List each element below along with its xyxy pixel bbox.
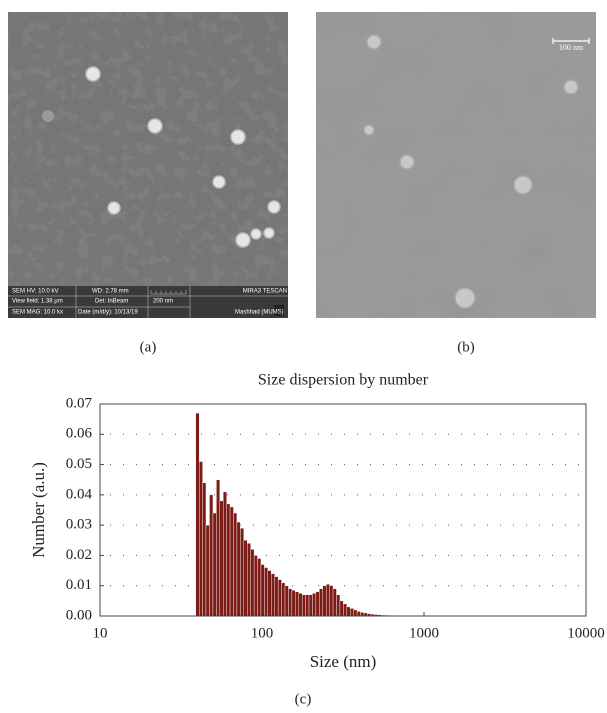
chart-title: Size dispersion by number <box>258 372 429 389</box>
bar <box>195 412 200 617</box>
bar <box>350 608 354 617</box>
tem-image-b <box>316 12 596 318</box>
bar <box>301 594 306 617</box>
bar <box>329 585 334 617</box>
bar <box>284 585 289 617</box>
sem-label: WD: 2.78 mm <box>92 289 129 295</box>
bar <box>229 506 234 617</box>
bar <box>205 524 210 617</box>
y-tick-label: 0.05 <box>66 456 92 472</box>
bar <box>271 573 275 617</box>
panel-label: (b) <box>457 339 475 355</box>
plot: 0.00 0.01 0.02 0.03 0.04 0.05 0.06 0.07 10 100 100… <box>66 395 605 641</box>
bar <box>209 494 214 617</box>
panel-label: (c) <box>295 691 312 707</box>
sem-label: Date (m/d/y): 10/13/19 <box>78 310 138 316</box>
sem-info: SEM HV: 10.0 kV WD: 2.78 mm MIRA3 TESCAN… <box>12 289 287 316</box>
bar <box>264 567 269 617</box>
bar <box>236 521 241 617</box>
x-axis-label: Size (nm) <box>310 652 377 671</box>
bar <box>288 588 293 617</box>
bar <box>240 527 244 617</box>
bar <box>281 582 286 617</box>
bar <box>295 591 299 617</box>
bar <box>212 512 217 617</box>
y-tick-label: 0.06 <box>66 426 93 442</box>
sem-label: View field: 1.38 μm <box>12 299 63 305</box>
bar <box>202 482 207 617</box>
bar <box>346 606 351 617</box>
bar <box>216 479 221 617</box>
y-tick-label: 0.02 <box>66 547 92 563</box>
plot-frame <box>99 403 587 617</box>
bar <box>243 540 248 617</box>
bar <box>233 512 238 617</box>
bar <box>319 588 323 617</box>
bar <box>360 612 365 617</box>
bar <box>336 594 341 617</box>
bar <box>332 588 337 617</box>
bar <box>274 576 279 617</box>
bar <box>250 549 255 617</box>
sem-label: SEM HV: 10.0 kV <box>12 289 58 295</box>
sem-label: SEM MAG: 10.0 kx <box>12 310 63 316</box>
y-tick-label: 0.04 <box>66 486 93 502</box>
bar <box>356 611 361 617</box>
bar <box>222 491 227 617</box>
bar <box>260 564 265 617</box>
bar <box>226 503 231 617</box>
bar <box>339 600 344 617</box>
y-tick-label: 0.00 <box>66 607 92 623</box>
y-tick-label: 0.07 <box>66 395 93 411</box>
bar <box>343 603 347 617</box>
sem-label: MIRA3 TESCAN <box>243 289 287 295</box>
bar <box>308 594 313 617</box>
y-axis-label: Number (a.u.) <box>29 462 48 558</box>
x-tick-label: 10 <box>93 625 108 641</box>
bar <box>312 593 317 617</box>
bar <box>247 543 251 617</box>
sem-image-a <box>8 12 288 318</box>
bar <box>353 609 358 617</box>
x-tick-label: 10000 <box>567 625 605 641</box>
bar <box>315 591 320 617</box>
sem-label: Det: InBeam <box>95 299 128 305</box>
x-tick-label: 100 <box>251 625 274 641</box>
scale-label: 100 nm <box>559 43 584 52</box>
bar <box>219 500 224 617</box>
bar <box>291 590 296 617</box>
y-tick-label: 0.01 <box>66 577 92 593</box>
y-tick-label: 0.03 <box>66 517 92 533</box>
bar <box>322 585 327 617</box>
bar <box>267 570 272 617</box>
bar <box>298 593 303 617</box>
panel-label: (a) <box>140 339 157 355</box>
x-tick-label: 1000 <box>409 625 439 641</box>
bar <box>305 594 310 617</box>
bar <box>277 579 282 617</box>
bar <box>325 584 330 617</box>
bar <box>257 558 262 617</box>
sem-label: Mashhad (MUMS) <box>235 310 284 316</box>
sem-label: 200 nm <box>153 299 173 305</box>
bar <box>199 461 203 617</box>
bar <box>253 555 258 617</box>
